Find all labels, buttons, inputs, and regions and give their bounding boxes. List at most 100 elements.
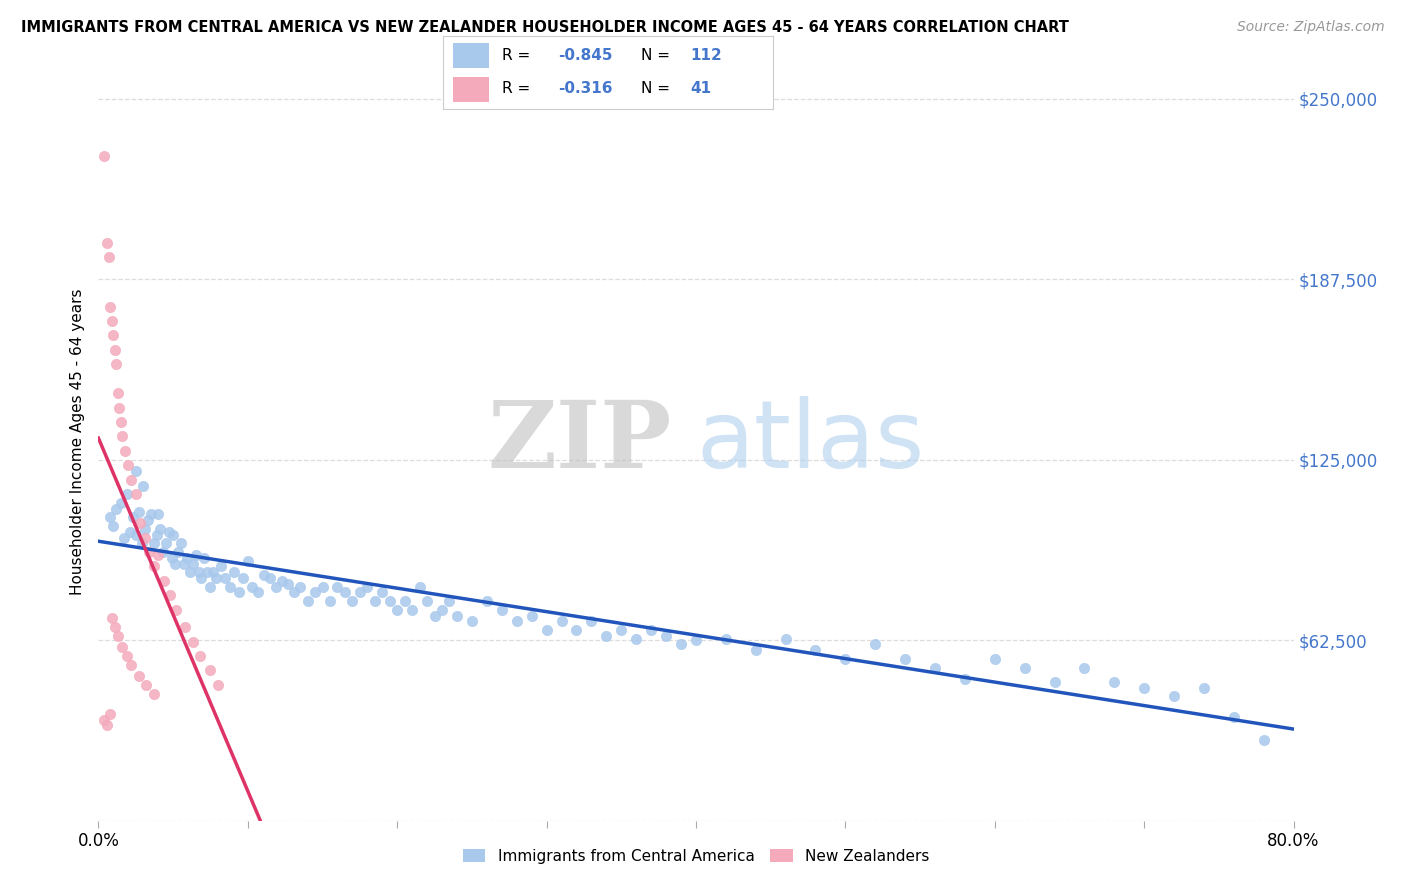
Point — [117, 458, 139, 473]
Point — [1043, 675, 1066, 690]
Point — [610, 623, 633, 637]
Point — [138, 545, 160, 559]
Point — [132, 478, 155, 492]
Point — [98, 510, 122, 524]
Point — [264, 580, 287, 594]
Point — [166, 545, 188, 559]
Text: R =: R = — [502, 81, 536, 95]
Point — [224, 566, 246, 580]
Point — [174, 620, 197, 634]
Point — [128, 505, 150, 519]
Point — [865, 637, 887, 651]
Point — [163, 557, 186, 571]
Point — [96, 235, 118, 250]
Point — [148, 508, 170, 522]
Point — [247, 585, 270, 599]
Point — [128, 669, 150, 683]
Point — [107, 386, 129, 401]
Point — [232, 571, 254, 585]
Point — [364, 594, 387, 608]
Text: -0.845: -0.845 — [558, 48, 613, 63]
Point — [188, 648, 211, 663]
Point — [581, 615, 603, 629]
Point — [103, 328, 125, 343]
Point — [550, 615, 572, 629]
Point — [165, 603, 187, 617]
Point — [115, 648, 138, 663]
Point — [125, 464, 148, 478]
Point — [259, 571, 281, 585]
Point — [108, 401, 131, 415]
Point — [110, 496, 132, 510]
Point — [219, 580, 242, 594]
Point — [135, 678, 157, 692]
Point — [157, 524, 180, 539]
Point — [205, 571, 228, 585]
Point — [169, 536, 191, 550]
Point — [136, 513, 159, 527]
Point — [200, 580, 222, 594]
Point — [179, 566, 201, 580]
Point — [1104, 675, 1126, 690]
Point — [520, 608, 543, 623]
Point — [804, 643, 827, 657]
Point — [200, 664, 222, 678]
Text: -0.316: -0.316 — [558, 81, 613, 95]
Point — [131, 536, 153, 550]
Point — [155, 536, 177, 550]
Point — [134, 522, 156, 536]
Point — [159, 588, 181, 602]
Point — [152, 545, 174, 559]
Text: R =: R = — [502, 48, 536, 63]
Point — [111, 640, 134, 655]
Point — [775, 632, 797, 646]
Point — [228, 585, 250, 599]
Point — [626, 632, 648, 646]
Point — [97, 251, 120, 265]
Point — [197, 566, 219, 580]
Point — [439, 594, 461, 608]
Point — [834, 652, 856, 666]
Point — [297, 594, 319, 608]
Point — [202, 566, 225, 580]
Text: 41: 41 — [690, 81, 711, 95]
Point — [595, 629, 617, 643]
Point — [311, 580, 333, 594]
Y-axis label: Householder Income Ages 45 - 64 years: Householder Income Ages 45 - 64 years — [70, 288, 86, 595]
Point — [125, 527, 148, 541]
Point — [394, 594, 416, 608]
Point — [924, 660, 946, 674]
Point — [149, 522, 172, 536]
Legend: Immigrants from Central America, New Zealanders: Immigrants from Central America, New Zea… — [457, 843, 935, 870]
Text: atlas: atlas — [696, 395, 924, 488]
Point — [271, 574, 294, 588]
Point — [101, 314, 124, 328]
Point — [461, 615, 484, 629]
Point — [1163, 690, 1185, 704]
Point — [134, 531, 156, 545]
Point — [236, 554, 259, 568]
Point — [104, 620, 127, 634]
FancyBboxPatch shape — [453, 43, 489, 68]
Point — [93, 713, 115, 727]
Point — [101, 611, 124, 625]
Point — [93, 149, 115, 163]
Point — [655, 629, 678, 643]
Point — [378, 594, 401, 608]
Point — [121, 510, 143, 524]
Point — [475, 594, 498, 608]
Point — [1073, 660, 1095, 674]
Point — [371, 585, 394, 599]
Text: 112: 112 — [690, 48, 723, 63]
Point — [142, 559, 165, 574]
Point — [319, 594, 342, 608]
Point — [142, 687, 165, 701]
Point — [506, 615, 529, 629]
Point — [423, 608, 446, 623]
Point — [565, 623, 588, 637]
Point — [120, 473, 142, 487]
Point — [430, 603, 453, 617]
Point — [173, 557, 195, 571]
Point — [342, 594, 364, 608]
Point — [1014, 660, 1036, 674]
